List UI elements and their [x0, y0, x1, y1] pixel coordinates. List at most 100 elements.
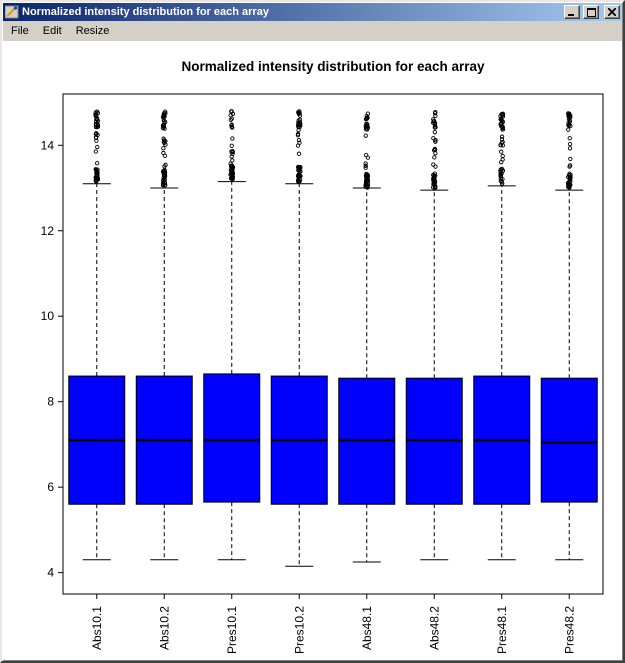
outlier-point [93, 149, 98, 154]
iqr-box [203, 373, 261, 503]
outlier-point [296, 151, 302, 156]
menubar: File Edit Resize [3, 21, 622, 41]
outlier-point [499, 179, 504, 184]
boxplot-Pres10.1: Pres10.1 [203, 109, 261, 654]
y-tick-label: 4 [47, 566, 54, 580]
boxplot-Abs48.1: Abs48.1 [338, 111, 396, 650]
outlier-point [499, 137, 505, 142]
outlier-point [500, 127, 506, 132]
boxplot-Abs10.2: Abs10.2 [135, 109, 193, 650]
x-category-label: Pres10.1 [225, 606, 239, 654]
outlier-point [363, 182, 368, 188]
plot-frame [62, 93, 604, 595]
outlier-point [162, 168, 167, 174]
outlier-point [431, 175, 437, 180]
outlier-point [230, 173, 235, 178]
outlier-point [296, 120, 301, 125]
outlier-point [95, 122, 101, 128]
outlier-point [432, 179, 437, 185]
outlier-point [566, 127, 571, 132]
outlier-point [162, 140, 167, 146]
outlier-point [363, 161, 368, 166]
outlier-point [433, 147, 438, 152]
outlier-point [567, 164, 572, 169]
outlier-point [161, 150, 166, 156]
outlier-point [499, 121, 504, 126]
outlier-point [162, 180, 167, 185]
outlier-point [500, 124, 505, 130]
outlier-point [498, 169, 503, 175]
outlier-point [500, 114, 506, 119]
menu-item-edit[interactable]: Edit [42, 25, 62, 37]
x-category-label: Abs48.1 [360, 606, 374, 650]
outlier-point [163, 119, 168, 125]
outlier-point [94, 117, 99, 122]
outlier-point [567, 175, 572, 180]
outlier-point [297, 111, 302, 116]
boxplot-Pres48.2: Pres48.2 [540, 111, 598, 654]
y-tick-label: 6 [47, 480, 54, 494]
menu-item-resize[interactable]: Resize [75, 25, 110, 37]
outlier-point [566, 123, 571, 128]
outlier-point [230, 136, 235, 141]
maximize-button[interactable] [583, 5, 599, 19]
outlier-point [432, 155, 437, 160]
outlier-point [230, 151, 235, 157]
x-category-label: Abs10.1 [90, 606, 104, 650]
outlier-point [228, 167, 234, 172]
window-titlebar[interactable]: Normalized intensity distribution for ea… [3, 3, 622, 21]
x-category-label: Abs10.2 [157, 606, 171, 650]
outlier-point [430, 120, 436, 125]
y-tick-label: 8 [47, 395, 54, 409]
y-tick-label: 14 [41, 138, 55, 152]
outlier-point [230, 149, 236, 155]
outlier-point [95, 167, 100, 172]
outlier-point [499, 118, 505, 123]
window-title: Normalized intensity distribution for ea… [22, 6, 269, 18]
outlier-point [567, 118, 572, 123]
outlier-point [500, 153, 505, 159]
outlier-point [297, 109, 302, 114]
outlier-point [94, 161, 100, 166]
outlier-point [365, 111, 371, 116]
plot-area: Normalized intensity distribution for ea… [3, 41, 622, 660]
minimize-button[interactable] [564, 5, 580, 19]
outlier-point [566, 112, 572, 118]
menu-item-file[interactable]: File [11, 25, 29, 37]
x-category-label: Pres48.1 [495, 606, 509, 654]
outlier-point [567, 141, 573, 147]
outlier-point [364, 116, 370, 121]
outlier-point [93, 135, 99, 140]
y-tick-label: 10 [41, 309, 55, 323]
window-icon[interactable] [5, 5, 19, 19]
outlier-point [95, 111, 100, 116]
outlier-point [432, 130, 437, 135]
minimize-icon [568, 14, 574, 16]
outlier-point [161, 136, 166, 141]
chart-title: Normalized intensity distribution for ea… [181, 59, 485, 74]
outlier-point [499, 149, 504, 154]
outlier-point [567, 136, 572, 141]
outlier-point [365, 155, 371, 160]
outlier-point [433, 164, 438, 169]
boxplot-chart: Normalized intensity distribution for ea… [41, 59, 604, 654]
outlier-point [230, 158, 235, 163]
outlier-point [567, 146, 573, 151]
outlier-point [365, 176, 370, 181]
boxplot-Abs48.2: Abs48.2 [405, 109, 463, 650]
outlier-point [295, 133, 301, 138]
outlier-point [163, 182, 168, 188]
outlier-point [93, 176, 99, 181]
outlier-point [433, 139, 438, 144]
close-button[interactable] [604, 5, 620, 19]
outlier-point [568, 172, 573, 178]
outlier-point [93, 110, 98, 115]
outlier-point [363, 133, 368, 138]
outlier-point [567, 185, 572, 190]
outlier-point [363, 163, 368, 168]
outlier-point [500, 143, 505, 148]
outlier-point [498, 142, 503, 148]
y-axis: 4 6 8 10 12 14 [41, 138, 63, 580]
boxplot-Pres48.1: Pres48.1 [473, 111, 531, 654]
